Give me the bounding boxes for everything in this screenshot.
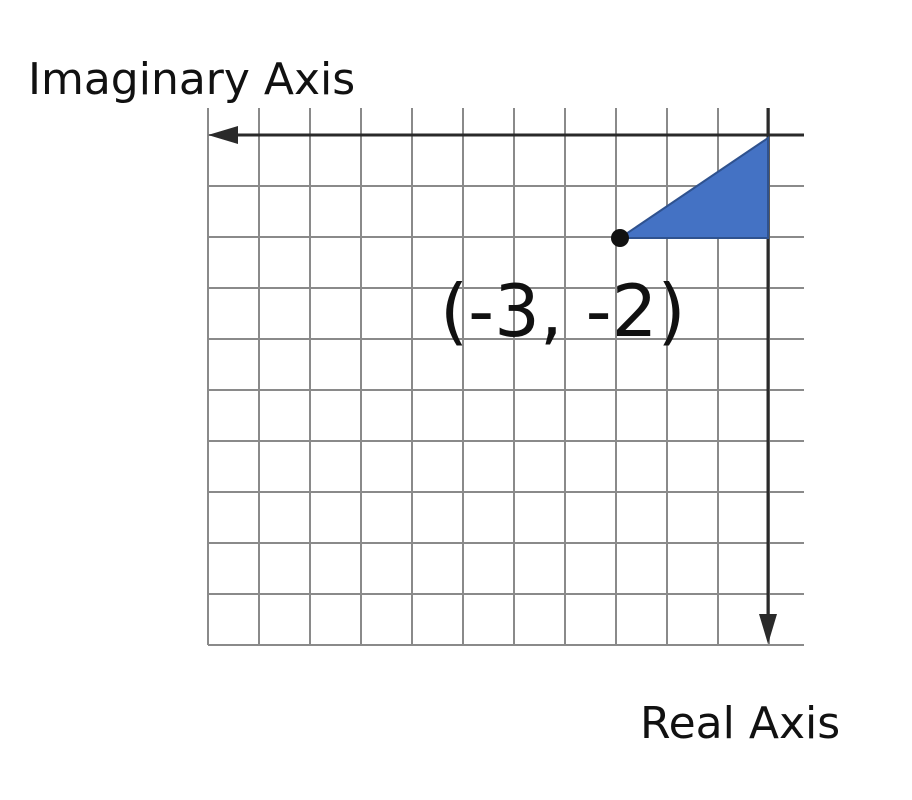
down-arrow-icon — [759, 614, 777, 644]
real-axis-label: Real Axis — [640, 698, 840, 749]
imaginary-axis-label: Imaginary Axis — [28, 54, 355, 105]
point-label: (-3, -2) — [440, 269, 686, 353]
left-arrow-icon — [208, 126, 238, 144]
triangle-shape — [616, 136, 769, 239]
point-marker — [611, 229, 629, 247]
